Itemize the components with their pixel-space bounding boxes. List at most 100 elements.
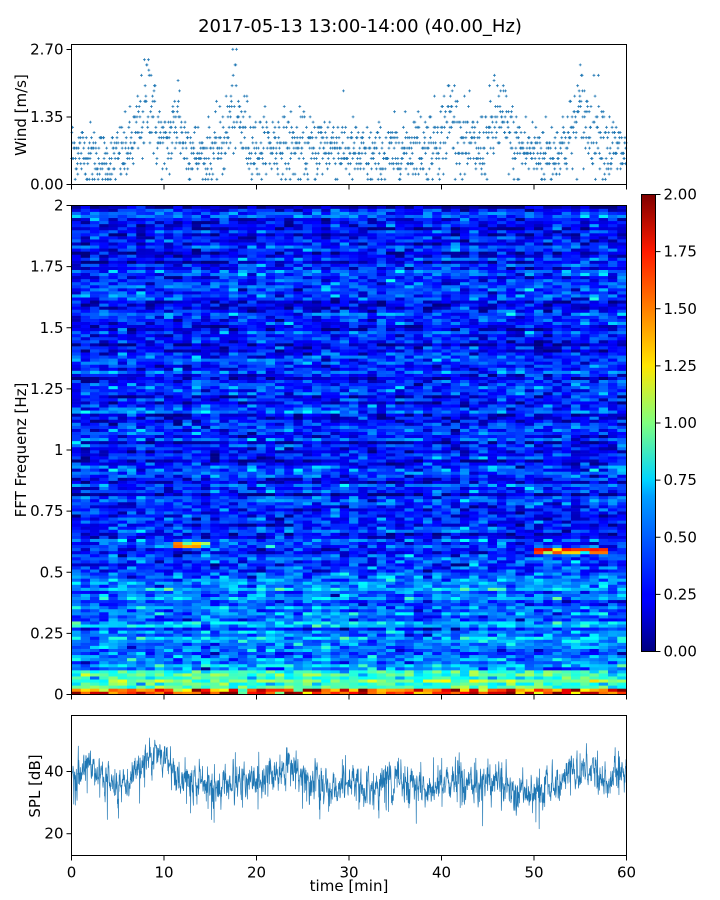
spectrogram-cell: [127, 575, 137, 579]
spectrogram-cell: [136, 633, 146, 637]
spectrogram-cell: [571, 569, 581, 573]
spectrogram-cell: [478, 587, 489, 591]
wind-point: [154, 131, 158, 134]
spectrogram-cell: [432, 679, 442, 683]
spectrogram-cell: [450, 657, 461, 662]
wind-point: [443, 125, 446, 129]
spectrogram-cell: [117, 642, 128, 646]
spectrogram-cell: [367, 584, 378, 588]
wind-point: [409, 141, 413, 145]
wind-point: [447, 105, 450, 108]
spectrogram-cell: [478, 608, 489, 613]
spectrogram-cell: [608, 566, 618, 570]
wind-point: [533, 157, 537, 160]
spectrogram-cell: [330, 517, 341, 521]
spectrogram-cell: [580, 572, 590, 576]
spectrogram-cell: [469, 529, 479, 533]
spectrogram-cell: [108, 553, 119, 558]
wind-point: [526, 141, 530, 145]
wind-point: [235, 47, 238, 51]
wind-point: [358, 157, 362, 160]
spectrogram-cell: [460, 560, 470, 564]
spectrogram-cell: [164, 523, 174, 527]
spectrogram-cell: [617, 581, 627, 585]
wind-point: [298, 141, 301, 145]
spectrogram-cell: [302, 615, 313, 619]
spectrogram-cell: [349, 587, 359, 591]
spectrogram-cell: [284, 547, 294, 552]
wind-point: [275, 162, 279, 166]
spectrogram-cell: [228, 535, 239, 539]
spectrogram-cell: [284, 621, 294, 625]
spectrogram-cell: [349, 581, 359, 585]
spectrogram-cell: [506, 560, 516, 564]
spectrogram-cell: [173, 608, 183, 613]
spectrogram-cell: [339, 654, 350, 659]
spectrogram-cell: [136, 578, 146, 582]
spectrogram-cell: [201, 578, 211, 582]
spectrogram-cell: [80, 599, 91, 604]
spectrogram-cell: [127, 691, 137, 695]
spectrogram-cell: [478, 663, 489, 668]
spectrogram-cell: [460, 572, 470, 576]
spectrogram-cell: [386, 624, 396, 628]
spectrogram-cell: [99, 679, 109, 683]
spectrogram-cell: [478, 584, 489, 588]
spectrogram-cell: [80, 593, 91, 597]
spectrogram-cell: [284, 560, 294, 564]
spectrogram-cell: [238, 526, 248, 530]
spectrogram-cell: [219, 660, 230, 665]
spectrogram-cell: [90, 651, 100, 656]
spectrogram-cell: [478, 553, 489, 558]
wind-point: [140, 131, 144, 134]
spectrogram-cell: [469, 569, 479, 573]
spectrogram-cell: [256, 538, 267, 542]
spectrogram-cell: [219, 547, 230, 552]
spectrogram-cell: [164, 526, 174, 530]
spectrogram-cell: [164, 550, 174, 555]
wind-point: [260, 151, 264, 155]
spectrogram-cell: [450, 593, 461, 597]
spectrogram-cell: [552, 633, 563, 637]
wind-point: [575, 120, 578, 124]
wind-point: [79, 151, 83, 155]
spectrogram-cell: [497, 547, 507, 552]
wind-point: [468, 131, 472, 134]
wind-point: [347, 146, 351, 150]
spectrogram-cell: [145, 556, 156, 561]
spectrogram-cell: [117, 556, 128, 561]
spectrogram-cell: [404, 544, 415, 549]
spectrogram-cell: [506, 572, 516, 576]
spectrogram-cell: [561, 520, 572, 524]
spectrogram-cell: [210, 679, 220, 683]
spectrogram-cell: [117, 520, 128, 524]
spectrogram-cell: [136, 569, 146, 573]
spectrogram-cell: [598, 599, 609, 604]
spectrogram-cell: [321, 691, 331, 695]
spectrogram-cell: [506, 550, 516, 555]
spectrogram-cell: [432, 648, 442, 653]
spectrogram-cell: [210, 599, 220, 604]
spectrogram-cell: [284, 575, 294, 579]
spectrogram-cell: [164, 556, 174, 561]
spectrogram-cell: [339, 532, 350, 536]
spectrogram-cell: [524, 648, 535, 653]
spectrogram-cell: [487, 645, 498, 649]
spectrogram-cell: [136, 584, 146, 588]
spectrogram-cell: [330, 560, 341, 564]
wind-point: [257, 172, 261, 176]
spectrogram-cell: [154, 624, 165, 628]
spectrogram-cell: [580, 578, 590, 582]
spectrogram-cell: [219, 624, 230, 628]
wind-point: [372, 151, 376, 155]
spectrogram-cell: [201, 621, 211, 625]
spectrogram-cell: [598, 532, 609, 536]
spectrogram-cell: [136, 624, 146, 628]
spectrogram-cell: [515, 624, 526, 628]
spectrogram-cell: [312, 520, 322, 524]
wind-point: [514, 146, 518, 150]
wind-point: [144, 94, 148, 98]
wind-point: [81, 131, 84, 134]
spectrogram-cell: [256, 615, 267, 619]
spectrogram-cell: [173, 517, 183, 521]
